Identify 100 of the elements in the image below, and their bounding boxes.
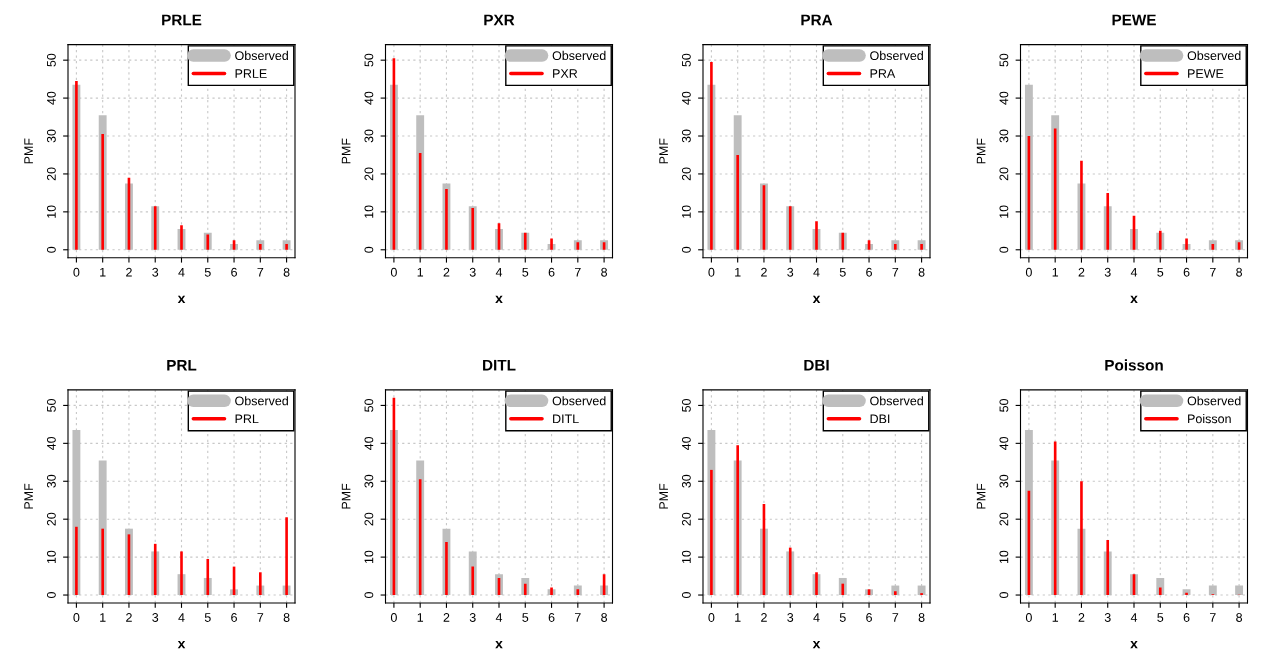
x-tick-label: 8 — [1236, 613, 1243, 622]
y-tick-label: 20 — [46, 167, 56, 181]
y-tick-label: 10 — [999, 550, 1009, 564]
x-tick-label: 7 — [257, 613, 264, 622]
bar — [1080, 160, 1083, 250]
y-tick-label: 20 — [681, 512, 691, 526]
x-tick-label: 2 — [761, 267, 767, 277]
bar — [285, 517, 288, 596]
y-axis-title: PMF — [24, 138, 33, 164]
x-tick-label: 0 — [73, 613, 80, 622]
chart-title: PEWE — [1112, 14, 1156, 26]
bar — [550, 238, 553, 250]
legend-label: Observed — [1187, 50, 1241, 61]
x-tick-label: 6 — [1183, 267, 1190, 277]
chart-title: PRA — [801, 14, 833, 26]
y-tick-label: 50 — [364, 53, 374, 67]
bar — [1106, 540, 1110, 596]
x-tick-label: 2 — [761, 613, 767, 622]
bar — [710, 62, 713, 250]
y-axis-title: PMF — [341, 483, 351, 509]
x-tick-label: 6 — [548, 267, 555, 277]
x-tick-label: 4 — [813, 613, 820, 622]
y-tick-label: 50 — [681, 53, 691, 67]
legend-label: Observed — [552, 396, 606, 406]
x-tick-label: 7 — [574, 267, 581, 277]
y-tick-label: 40 — [681, 436, 691, 451]
y-axis-title: PMF — [659, 483, 668, 509]
x-axis-title: x — [177, 640, 186, 649]
y-tick-label: 10 — [681, 205, 691, 218]
y-tick-label: 0 — [364, 592, 374, 599]
x-tick-label: 3 — [787, 267, 794, 277]
legend-label: Observed — [235, 50, 288, 61]
x-tick-label: 8 — [283, 267, 290, 277]
y-tick-label: 50 — [681, 398, 691, 412]
x-tick-label: 7 — [1209, 613, 1216, 622]
bar — [445, 189, 448, 250]
x-tick-label: 1 — [735, 267, 741, 277]
bar — [1185, 238, 1188, 250]
x-tick-label: 1 — [735, 613, 741, 622]
x-axis-title: x — [1130, 640, 1138, 649]
x-tick-label: 2 — [443, 613, 450, 622]
x-tick-label: 4 — [813, 267, 820, 277]
y-tick-label: 50 — [364, 398, 374, 412]
x-tick-label: 1 — [1052, 613, 1059, 622]
x-tick-label: 0 — [708, 613, 715, 622]
x-axis-title: x — [177, 295, 186, 304]
x-tick-label: 4 — [178, 613, 185, 622]
x-tick-label: 3 — [787, 613, 794, 622]
y-tick-label: 0 — [999, 592, 1009, 599]
bar — [259, 244, 262, 250]
x-tick-label: 3 — [152, 267, 159, 277]
legend-label: Observed — [870, 50, 923, 61]
y-tick-label: 30 — [46, 129, 56, 143]
y-tick-label: 20 — [46, 512, 56, 526]
x-tick-label: 8 — [918, 613, 925, 622]
bar — [788, 547, 792, 596]
bar — [523, 583, 527, 596]
y-tick-label: 30 — [364, 474, 374, 488]
y-tick-label: 10 — [999, 205, 1009, 218]
x-tick-label: 8 — [918, 267, 925, 277]
y-tick-label: 20 — [681, 167, 691, 181]
x-tick-label: 1 — [100, 267, 106, 277]
y-tick-label: 40 — [999, 436, 1009, 451]
bar — [285, 244, 288, 250]
x-tick-label: 8 — [1236, 267, 1243, 277]
x-tick-label: 7 — [574, 613, 581, 622]
x-tick-label: 4 — [495, 613, 503, 622]
x-tick-label: 4 — [495, 267, 503, 277]
x-tick-label: 3 — [1104, 613, 1111, 622]
x-tick-label: 6 — [1183, 613, 1190, 622]
x-tick-label: 2 — [126, 613, 132, 622]
y-tick-label: 0 — [46, 246, 56, 253]
bar — [894, 244, 897, 250]
x-tick-label: 5 — [522, 267, 529, 277]
x-tick-label: 6 — [231, 613, 237, 622]
y-tick-label: 40 — [364, 436, 374, 451]
x-tick-label: 8 — [601, 613, 608, 622]
y-tick-label: 20 — [999, 167, 1009, 181]
bar — [710, 469, 713, 596]
y-tick-label: 40 — [999, 91, 1009, 105]
legend-label: PXR — [553, 69, 578, 78]
x-tick-label: 0 — [390, 613, 397, 622]
x-tick-label: 5 — [839, 267, 846, 277]
x-tick-label: 8 — [601, 267, 608, 277]
x-tick-label: 3 — [1104, 267, 1111, 277]
y-tick-label: 50 — [46, 398, 56, 412]
x-tick-label: 0 — [708, 267, 715, 277]
bar — [815, 221, 818, 250]
x-tick-label: 4 — [1130, 267, 1138, 277]
y-tick-label: 30 — [999, 474, 1009, 488]
bar — [736, 445, 739, 596]
x-tick-label: 6 — [548, 613, 555, 622]
bar — [101, 528, 104, 596]
chart-title: DITL — [483, 359, 516, 371]
y-tick-label: 0 — [681, 246, 691, 253]
y-tick-label: 30 — [681, 474, 691, 488]
y-axis-title: PMF — [24, 483, 33, 509]
x-axis-title: x — [1130, 295, 1138, 304]
x-tick-label: 2 — [126, 267, 132, 277]
y-tick-label: 50 — [999, 398, 1009, 412]
